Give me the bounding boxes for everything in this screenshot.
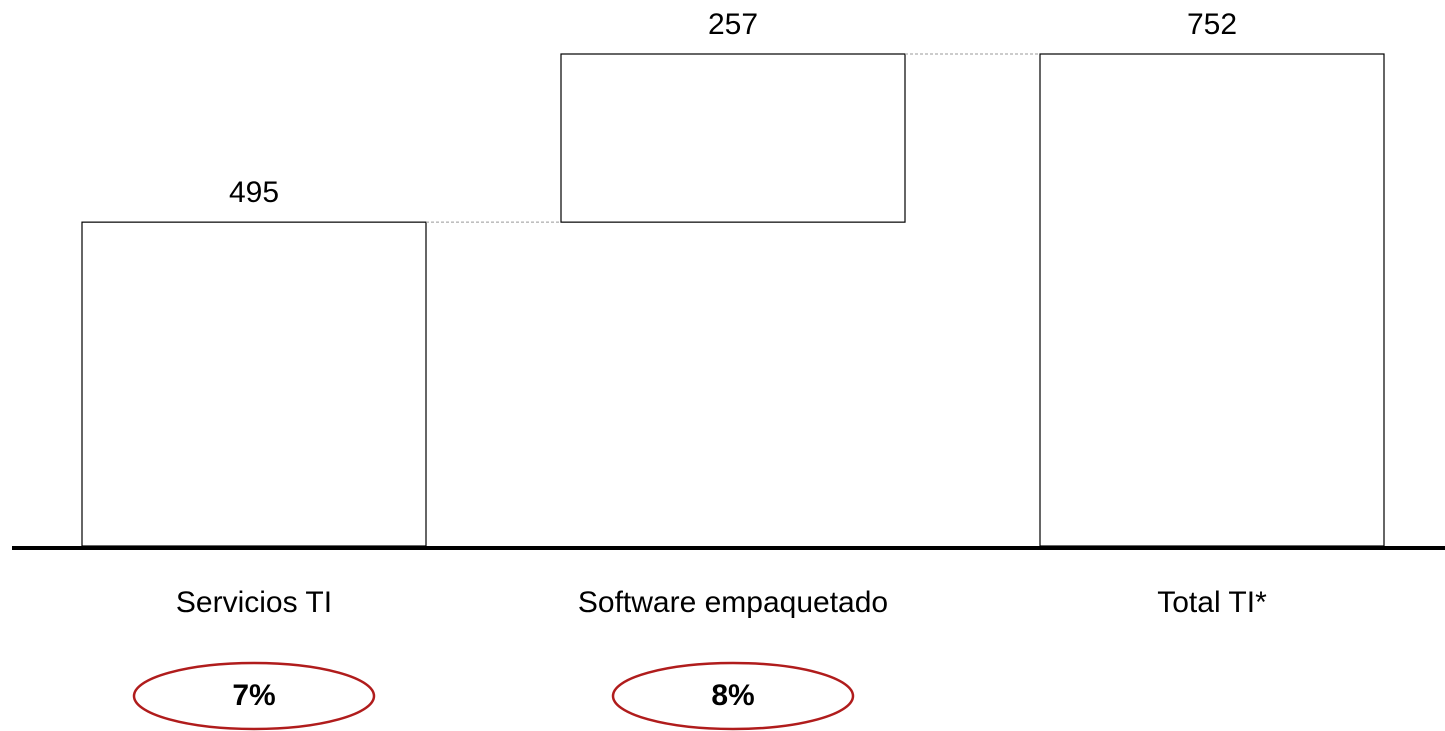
annotation: 8% xyxy=(711,679,754,712)
bar xyxy=(560,53,906,223)
bar xyxy=(81,221,427,547)
annotation-ellipse xyxy=(611,661,855,731)
x-tick-label: Servicios TI xyxy=(176,586,332,619)
x-tick-label: Software empaquetado xyxy=(578,586,888,619)
value-label: 495 xyxy=(229,176,279,209)
annotation: 7% xyxy=(232,679,275,712)
x-tick-label: Total TI* xyxy=(1157,586,1267,619)
bar xyxy=(1039,53,1385,547)
annotation-ellipse xyxy=(132,661,376,731)
value-label: 752 xyxy=(1187,8,1237,41)
value-label: 257 xyxy=(708,8,758,41)
